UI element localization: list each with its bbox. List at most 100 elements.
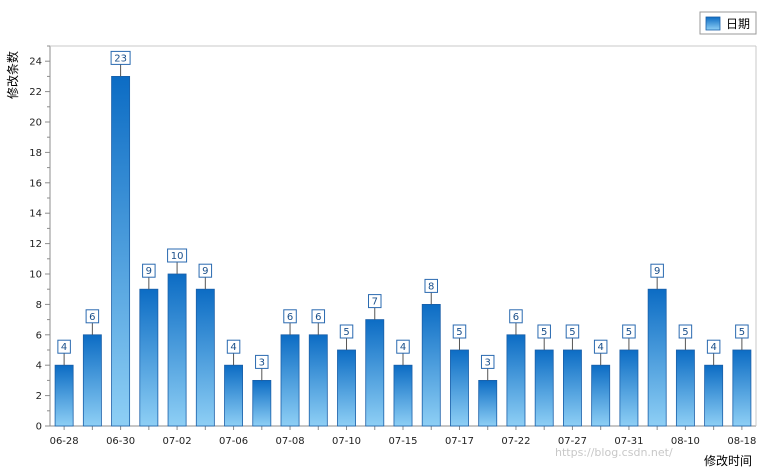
- data-label: 6: [513, 312, 519, 323]
- bar: [82, 334, 102, 427]
- bar: [252, 379, 272, 427]
- watermark-text: https://blog.csdn.net/: [555, 446, 673, 459]
- y-tick-label: 24: [29, 57, 42, 68]
- data-label: 8: [428, 281, 434, 292]
- x-tick-label: 08-18: [727, 436, 756, 447]
- data-label-box: [226, 339, 241, 354]
- bar: [704, 364, 724, 427]
- data-label: 4: [710, 342, 716, 353]
- bars: [54, 76, 752, 427]
- legend-swatch: [705, 16, 721, 31]
- bar: [393, 364, 413, 427]
- bar: [224, 364, 243, 427]
- legend: 日期: [699, 11, 757, 35]
- data-label-box: [142, 263, 156, 278]
- bar: [478, 379, 498, 427]
- y-tick-label: 10: [29, 270, 42, 281]
- x-tick-label: 07-31: [614, 436, 643, 447]
- data-label: 7: [372, 297, 378, 308]
- bar: [421, 303, 441, 427]
- x-tick-label: 07-10: [332, 436, 361, 447]
- data-label-box: [650, 263, 664, 278]
- y-tick-label: 6: [36, 330, 42, 341]
- bar: [111, 76, 131, 427]
- bar: [337, 349, 356, 427]
- bar: [139, 288, 159, 427]
- data-label: 3: [485, 357, 491, 368]
- x-tick-label: 07-08: [276, 436, 305, 447]
- y-tick-label: 2: [36, 391, 42, 402]
- bar: [732, 349, 752, 427]
- x-tick-label: 06-28: [50, 436, 79, 447]
- y-tick-label: 4: [36, 361, 42, 372]
- data-label-box: [396, 339, 410, 354]
- data-label: 4: [61, 342, 67, 353]
- bar: [195, 288, 215, 427]
- bar: [365, 319, 385, 427]
- data-label-box: [167, 248, 188, 263]
- data-label-box: [311, 309, 326, 324]
- data-label-box: [424, 278, 438, 293]
- x-ticks: 06-28 06-30 07-02 07-06 07-08 07-10 07-15 07-17…: [50, 426, 756, 447]
- data-label: 6: [315, 312, 321, 323]
- data-label: 9: [202, 266, 208, 277]
- data-label: 4: [400, 342, 406, 353]
- y-tick-label: 14: [29, 209, 42, 220]
- bar: [450, 349, 469, 427]
- data-labels: 4 6 23 9 10 9 4 3 6 6 5 7 4 8 5 3 6 5 5 4 5 9 5 4 5: [57, 50, 749, 381]
- data-label-box: [593, 339, 608, 354]
- y-tick-label: 16: [29, 178, 42, 189]
- data-label-box: [452, 324, 467, 339]
- data-label-box: [110, 50, 131, 65]
- data-label: 5: [541, 327, 547, 338]
- y-tick-label: 8: [36, 300, 42, 311]
- y-tick-label: 22: [29, 87, 42, 98]
- bar: [280, 334, 300, 427]
- data-label-box: [255, 354, 269, 369]
- y-tick-label: 18: [29, 148, 42, 159]
- bar: [675, 349, 695, 427]
- y-tick-label: 12: [29, 239, 42, 250]
- x-tick-label: 06-30: [106, 436, 135, 447]
- y-tick-label: 0: [36, 422, 42, 433]
- bar: [534, 349, 554, 427]
- data-label-box: [198, 263, 213, 278]
- bar: [506, 334, 526, 427]
- data-label: 6: [89, 312, 95, 323]
- x-axis-title: 修改时间: [704, 453, 752, 468]
- data-label-box: [85, 309, 100, 324]
- x-tick-label: 07-02: [163, 436, 192, 447]
- data-label-box: [480, 354, 495, 369]
- x-tick-label: 08-10: [671, 436, 700, 447]
- data-label: 5: [626, 327, 632, 338]
- data-label: 3: [259, 357, 265, 368]
- data-label-box: [283, 309, 297, 324]
- data-label: 9: [146, 266, 152, 277]
- data-label-box: [735, 324, 749, 339]
- bar: [647, 288, 667, 427]
- data-label-box: [57, 339, 71, 354]
- bar: [619, 349, 639, 427]
- data-label-box: [678, 324, 693, 339]
- data-label: 6: [287, 312, 293, 323]
- data-label-box: [706, 339, 721, 354]
- y-tick-label: 20: [29, 118, 42, 129]
- data-label-box: [509, 309, 523, 324]
- data-label: 4: [230, 342, 236, 353]
- data-label-box: [368, 294, 382, 309]
- bar: [591, 364, 611, 427]
- x-tick-label: 07-06: [219, 436, 248, 447]
- data-label: 5: [569, 327, 575, 338]
- data-label: 23: [114, 53, 127, 64]
- data-label: 10: [171, 251, 184, 262]
- data-label-box: [565, 324, 580, 339]
- data-label: 5: [739, 327, 745, 338]
- x-tick-label: 07-17: [445, 436, 474, 447]
- data-label-box: [339, 324, 354, 339]
- bar: [563, 349, 582, 427]
- data-label-box: [622, 324, 636, 339]
- data-label: 5: [682, 327, 688, 338]
- x-tick-label: 07-15: [388, 436, 417, 447]
